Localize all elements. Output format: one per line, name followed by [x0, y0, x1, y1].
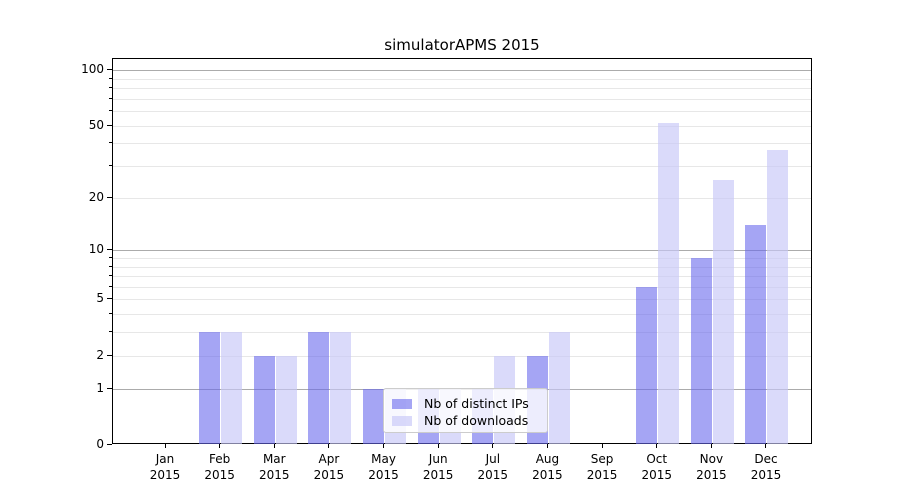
y-minor-tick-60	[109, 110, 112, 112]
legend-row-downloads: Nb of downloads	[392, 413, 539, 428]
x-tick-label-sep: Sep 2015	[586, 452, 618, 482]
gridline-minor-20	[113, 197, 811, 199]
bar-distinct-ips-feb	[199, 332, 221, 444]
gridline-minor-5	[113, 299, 811, 301]
x-tick-jan	[164, 444, 166, 448]
gridline-major-10	[113, 250, 811, 252]
gridline-minor-40	[113, 143, 811, 145]
x-tick-dec	[765, 444, 767, 448]
x-tick-nov	[710, 444, 712, 448]
x-tick-label-jun: Jun 2015	[422, 452, 454, 482]
x-tick-apr	[328, 444, 330, 448]
bar-distinct-ips-may	[363, 388, 385, 444]
x-tick-label-jan: Jan 2015	[149, 452, 181, 482]
x-tick-may	[383, 444, 385, 448]
gridline-minor-80	[113, 88, 811, 90]
x-tick-label-jul: Jul 2015	[477, 452, 509, 482]
gridline-minor-7	[113, 276, 811, 278]
bar-downloads-dec	[767, 149, 789, 444]
y-minor-tick-3	[109, 331, 112, 333]
bar-distinct-ips-oct	[636, 286, 658, 444]
y-tick-10	[107, 249, 112, 251]
x-tick-label-oct: Oct 2015	[641, 452, 672, 482]
gridline-minor-2	[113, 355, 811, 357]
bar-distinct-ips-mar	[253, 355, 275, 444]
x-tick-label-apr: Apr 2015	[313, 452, 345, 482]
gridline-minor-60	[113, 111, 811, 113]
x-tick-aug	[546, 444, 548, 448]
y-minor-tick-90	[109, 77, 112, 79]
chart-title: simulatorAPMS 2015	[384, 36, 540, 54]
y-tick-5	[107, 298, 112, 300]
y-tick-2	[107, 354, 112, 356]
y-minor-tick-7	[109, 275, 112, 277]
x-tick-label-feb: Feb 2015	[204, 452, 235, 482]
bar-distinct-ips-apr	[308, 332, 330, 444]
gridline-minor-3	[113, 332, 811, 334]
y-tick-label-20: 20	[88, 189, 104, 204]
legend-swatch-distinct-ips	[392, 398, 412, 409]
x-tick-label-dec: Dec 2015	[750, 452, 782, 482]
x-tick-jul	[492, 444, 494, 448]
gridline-minor-6	[113, 286, 811, 288]
x-tick-label-aug: Aug 2015	[532, 452, 563, 482]
legend-swatch-downloads	[392, 415, 412, 426]
x-tick-oct	[656, 444, 658, 448]
x-tick-label-mar: Mar 2015	[258, 452, 290, 482]
y-minor-tick-80	[109, 87, 112, 89]
x-tick-feb	[219, 444, 221, 448]
y-tick-label-1: 1	[96, 380, 104, 395]
gridline-minor-4	[113, 314, 811, 316]
y-tick-1	[107, 387, 112, 389]
gridline-minor-30	[113, 166, 811, 168]
gridline-minor-8	[113, 266, 811, 268]
y-minor-tick-40	[109, 142, 112, 144]
bar-downloads-nov	[712, 180, 734, 444]
legend-label-distinct-ips: Nb of distinct IPs	[424, 396, 529, 411]
x-tick-label-nov: Nov 2015	[696, 452, 727, 482]
bar-downloads-oct	[658, 122, 680, 444]
y-minor-tick-4	[109, 313, 112, 315]
y-tick-100	[107, 69, 112, 71]
bar-distinct-ips-dec	[745, 225, 767, 444]
gridline-minor-70	[113, 98, 811, 100]
bar-distinct-ips-nov	[690, 258, 712, 444]
y-minor-tick-70	[109, 97, 112, 99]
y-tick-0	[107, 444, 112, 445]
y-tick-label-10: 10	[88, 242, 104, 257]
y-minor-tick-6	[109, 285, 112, 287]
y-tick-50	[107, 124, 112, 126]
y-tick-20	[107, 196, 112, 198]
bar-downloads-aug	[548, 332, 570, 444]
bar-downloads-apr	[330, 332, 352, 444]
bar-downloads-mar	[275, 355, 297, 444]
x-tick-jun	[437, 444, 439, 448]
y-tick-label-5: 5	[96, 291, 104, 306]
legend-label-downloads: Nb of downloads	[424, 413, 529, 428]
y-tick-label-0: 0	[96, 437, 104, 451]
gridline-minor-9	[113, 258, 811, 259]
legend-row-distinct-ips: Nb of distinct IPs	[392, 396, 539, 411]
y-minor-tick-9	[109, 257, 112, 258]
y-tick-label-100: 100	[81, 62, 104, 77]
gridline-major-100	[113, 70, 811, 72]
x-tick-sep	[601, 444, 603, 448]
y-tick-label-2: 2	[96, 347, 104, 362]
y-minor-tick-30	[109, 165, 112, 167]
y-minor-tick-8	[109, 265, 112, 267]
y-tick-label-50: 50	[88, 117, 104, 132]
x-tick-mar	[273, 444, 275, 448]
x-tick-label-may: May 2015	[368, 452, 399, 482]
bar-downloads-feb	[221, 332, 243, 444]
gridline-minor-50	[113, 125, 811, 127]
legend: Nb of distinct IPs Nb of downloads	[383, 388, 548, 433]
gridline-minor-90	[113, 78, 811, 80]
plot-area	[112, 58, 812, 444]
